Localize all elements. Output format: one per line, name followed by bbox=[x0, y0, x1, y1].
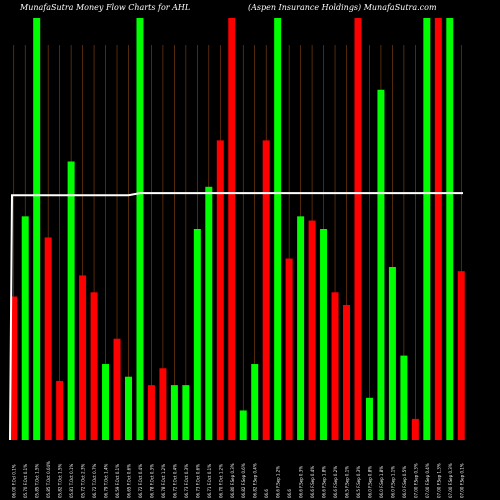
bar bbox=[56, 380, 64, 440]
bar bbox=[446, 18, 454, 440]
bar bbox=[274, 18, 282, 440]
x-tick-label: 06.6 bbox=[287, 489, 292, 498]
x-tick-label: 05.72 T.Oct 2.3% bbox=[81, 463, 86, 498]
bar bbox=[457, 271, 465, 440]
bar bbox=[411, 418, 419, 440]
bar bbox=[400, 355, 408, 440]
bar bbox=[170, 385, 178, 440]
x-tick-label: 06.0 F.Sep 0.8% bbox=[367, 466, 372, 498]
bar bbox=[90, 292, 98, 440]
bar bbox=[297, 216, 305, 440]
bar bbox=[193, 229, 201, 440]
bar bbox=[262, 140, 270, 440]
bar bbox=[320, 229, 328, 440]
x-tick-label: 05.82 T.Oct 1.5% bbox=[58, 463, 63, 498]
x-tick-label: 06.65 F.Oct 0.6% bbox=[126, 464, 131, 498]
bar bbox=[182, 385, 190, 440]
bar bbox=[216, 140, 224, 440]
bar bbox=[44, 237, 52, 440]
x-tick-label: 06.59 F.Oct 0.1% bbox=[115, 464, 120, 498]
x-tick-label: 06.6 F.Sep 0.2% bbox=[333, 466, 338, 498]
bar bbox=[205, 186, 213, 440]
x-tick-label: 06.78 F.Oct 0.3% bbox=[149, 464, 154, 498]
bar bbox=[33, 18, 41, 440]
x-tick-label: 06.82 F.Sep 0.6% bbox=[241, 463, 246, 498]
bar bbox=[136, 18, 144, 440]
x-tick-label: 06.72 F.Oct 0.4% bbox=[172, 464, 177, 498]
bar bbox=[10, 296, 18, 440]
x-tick-label: 06.0 F.Sep 0.5% bbox=[402, 466, 407, 498]
x-tick-label: 06.6 F.Sep 0.4% bbox=[310, 466, 315, 498]
bar bbox=[228, 18, 236, 440]
x-tick-label: 07.00 F.Sep 0.4% bbox=[425, 463, 430, 498]
x-tick-label: 06.73 F.Oct 0.3% bbox=[184, 464, 189, 498]
bar bbox=[124, 376, 132, 440]
x-tick-label: 06.6 F.Sep 1.2% bbox=[276, 466, 281, 498]
chart-title: MunafaSutra Money Flow Charts for AHL bbox=[20, 3, 191, 12]
x-tick-label: 06.6 bbox=[264, 489, 269, 498]
x-tick-label: 06.80 F.Sep 0.3% bbox=[230, 463, 235, 498]
x-tick-label: 06.6 F.Sep 0.3% bbox=[299, 466, 304, 498]
bar bbox=[79, 275, 87, 440]
x-tick-label: 06.00 F.Ocl 0.1% bbox=[12, 464, 17, 498]
money-flow-line bbox=[9, 192, 463, 441]
x-tick-label: 06.82 F.Sep 0.4% bbox=[253, 463, 258, 498]
x-tick-label: 06.5 F.Sep 0.1% bbox=[345, 466, 350, 498]
bar bbox=[308, 220, 316, 440]
x-tick-label: 07.00 F.Sep 0.3% bbox=[448, 463, 453, 498]
x-tick-label: 07.00 F.Sep 0.1% bbox=[459, 463, 464, 498]
x-tick-label: 07.00 F.Sep 1.3% bbox=[436, 463, 441, 498]
x-tick-label: 06.71 F.Oct 0.1% bbox=[207, 464, 212, 498]
bar bbox=[21, 216, 29, 440]
x-tick-label: 06.78 F.Oct 1.2% bbox=[161, 464, 166, 498]
bar bbox=[147, 385, 155, 440]
bar bbox=[67, 161, 75, 441]
x-tick-label: 05.81 T.Oct 0.1% bbox=[69, 463, 74, 498]
bar bbox=[285, 258, 293, 440]
bar bbox=[159, 368, 167, 440]
bar bbox=[388, 266, 396, 440]
money-flow-line-path bbox=[9, 192, 463, 441]
bar bbox=[343, 304, 351, 440]
x-tick-label: 07.00 F.Sep 0.3% bbox=[413, 463, 418, 498]
bar bbox=[423, 18, 431, 440]
bar bbox=[434, 18, 442, 440]
bar bbox=[354, 18, 362, 440]
x-tick-label: 06.72 T.Oct 0.7% bbox=[92, 463, 97, 498]
x-tick-label: 06.0 F.Sep 1.1% bbox=[390, 466, 395, 498]
bar bbox=[251, 364, 259, 440]
x-tick-label: 05.85 T.Oct 1.5% bbox=[35, 463, 40, 498]
bar bbox=[239, 410, 247, 440]
x-tick-label: 06.6 F.Sep 1.8% bbox=[322, 466, 327, 498]
x-tick-label: 06.5 F.Sep 0.3% bbox=[356, 466, 361, 498]
x-tick-labels: 06.00 F.Ocl 0.1% 05.70 F.Oct 0.1% 05.85 T.… bbox=[12, 461, 465, 498]
x-tick-label: 06.70 F.Oct 1.2% bbox=[218, 464, 223, 498]
x-tick-label: 06.79 T.Oct 1.4% bbox=[104, 463, 109, 498]
bar bbox=[113, 338, 121, 440]
bar bbox=[365, 397, 373, 440]
bar bbox=[102, 364, 110, 440]
x-tick-label: 05.85 T.Oct 0.04% bbox=[46, 461, 51, 498]
bar bbox=[331, 292, 339, 440]
x-tick-label: 06.72 F.Oct 0.4% bbox=[138, 464, 143, 498]
x-tick-label: 06.73 F.Oct 0.6% bbox=[195, 464, 200, 498]
x-tick-label: 05.70 F.Oct 0.1% bbox=[23, 464, 28, 498]
chart-subtitle: (Aspen Insurance Holdings) MunafaSutra.c… bbox=[248, 3, 437, 12]
x-tick-label: 06.0 F.Sep 1.8% bbox=[379, 466, 384, 498]
bars bbox=[10, 18, 465, 441]
bar bbox=[377, 89, 385, 441]
